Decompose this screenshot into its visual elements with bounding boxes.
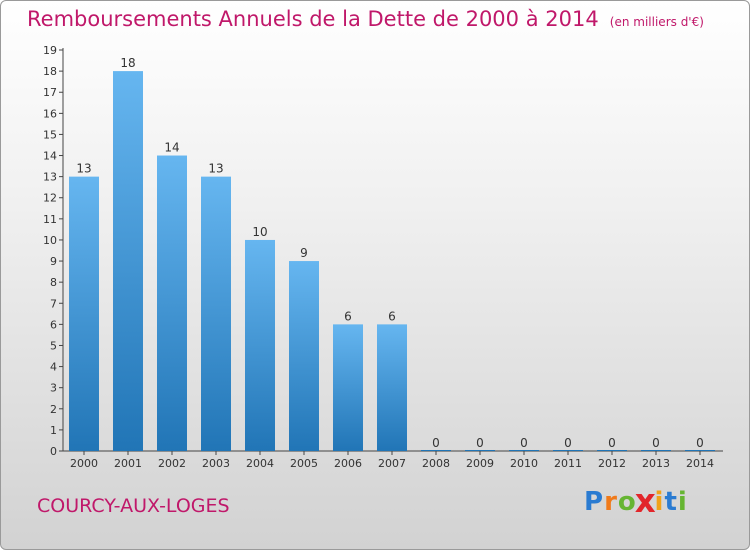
bar: [377, 324, 407, 451]
logo-letter: o: [617, 487, 637, 517]
data-label: 9: [300, 246, 308, 260]
y-tick-label: 1: [50, 424, 57, 437]
y-tick-label: 4: [50, 361, 57, 374]
x-tick-label: 2000: [70, 457, 98, 470]
y-tick-label: 15: [43, 128, 57, 141]
y-tick-label: 8: [50, 276, 57, 289]
x-tick-label: 2007: [378, 457, 406, 470]
data-label: 6: [388, 309, 396, 323]
x-tick-label: 2010: [510, 457, 538, 470]
logo-letter: r: [604, 487, 618, 517]
y-tick-label: 11: [43, 213, 57, 226]
data-label: 6: [344, 309, 352, 323]
x-tick-label: 2003: [202, 457, 230, 470]
logo-letter: P: [584, 487, 605, 517]
bars: 13 18 14 13 10 9 6 6 0 0 0 0 0 0 0: [69, 56, 715, 452]
data-label: 0: [520, 436, 528, 450]
y-tick-label: 9: [50, 255, 57, 268]
x-tick-label: 2001: [114, 457, 142, 470]
bar: [157, 155, 187, 452]
x-tick-label: 2013: [642, 457, 670, 470]
unit-label: (en milliers d'€): [609, 15, 704, 29]
data-label: 10: [252, 225, 267, 239]
x-tick-label: 2009: [466, 457, 494, 470]
x-tick-label: 2011: [554, 457, 582, 470]
y-tick-label: 19: [43, 44, 57, 57]
logo-letter: i: [654, 487, 665, 517]
x-tick-label: 2014: [686, 457, 714, 470]
data-label: 18: [120, 56, 135, 70]
x-tick-label: 2006: [334, 457, 362, 470]
data-label: 0: [432, 436, 440, 450]
bar: [245, 239, 275, 451]
x-tick-label: 2004: [246, 457, 274, 470]
y-tick-label: 5: [50, 339, 57, 352]
chart-title: Remboursements Annuels de la Dette de 20…: [27, 7, 704, 31]
y-tick-label: 14: [43, 150, 57, 163]
y-tick-label: 10: [43, 234, 57, 247]
data-label: 0: [608, 436, 616, 450]
x-tick-label: 2005: [290, 457, 318, 470]
proxiti-logo[interactable]: Proxiti: [584, 483, 688, 521]
data-label: 0: [652, 436, 660, 450]
y-tick-label: 18: [43, 65, 57, 78]
data-label: 0: [476, 436, 484, 450]
data-label: 0: [696, 436, 704, 450]
y-tick-label: 2: [50, 403, 57, 416]
bar: [69, 176, 99, 451]
x-tick-label: 2002: [158, 457, 186, 470]
bar: [289, 261, 319, 451]
y-tick-label: 16: [43, 107, 57, 120]
y-tick-label: 0: [50, 445, 57, 458]
data-label: 14: [164, 141, 179, 155]
x-tick-label: 2008: [422, 457, 450, 470]
logo-letter: t: [664, 487, 678, 517]
place-name: COURCY-AUX-LOGES: [37, 495, 230, 517]
bar: [113, 71, 143, 452]
bar: [333, 324, 363, 451]
x-tick-label: 2012: [598, 457, 626, 470]
logo-letter: i: [677, 487, 688, 517]
title-text: Remboursements Annuels de la Dette de 20…: [27, 7, 599, 31]
y-tick-label: 12: [43, 192, 57, 205]
y-tick-label: 3: [50, 382, 57, 395]
y-tick-label: 6: [50, 318, 57, 331]
y-tick-label: 17: [43, 86, 57, 99]
y-tick-label: 7: [50, 297, 57, 310]
y-tick-label: 13: [43, 171, 57, 184]
data-label: 13: [76, 162, 91, 176]
logo-letter: x: [634, 483, 657, 521]
data-label: 0: [564, 436, 572, 450]
bar: [201, 176, 231, 451]
data-label: 13: [208, 162, 223, 176]
